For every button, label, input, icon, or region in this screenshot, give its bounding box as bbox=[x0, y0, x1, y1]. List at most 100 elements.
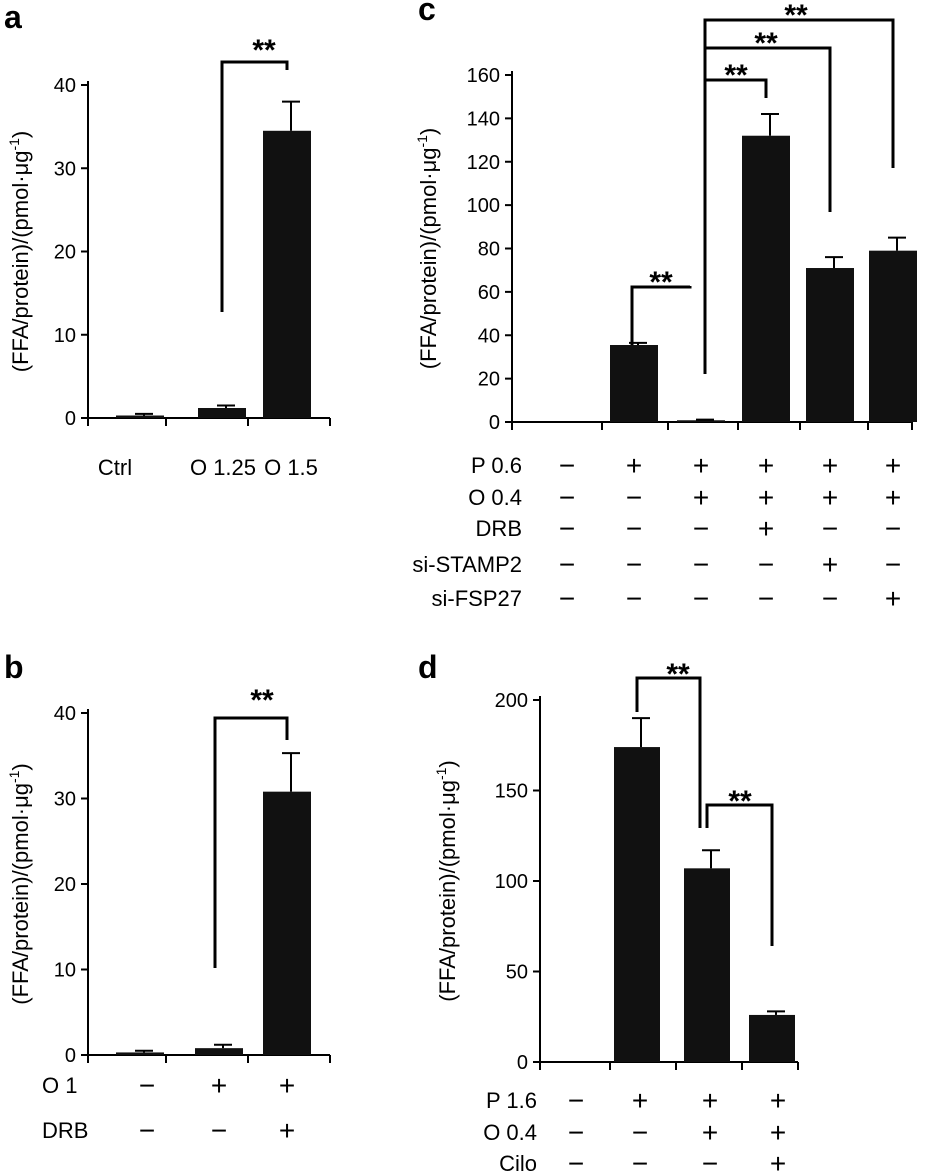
condition-mark: − bbox=[139, 1070, 155, 1101]
bar bbox=[263, 791, 311, 1055]
bar bbox=[677, 420, 725, 422]
bar bbox=[614, 747, 660, 1062]
x-category-label: Ctrl bbox=[98, 455, 132, 480]
bar bbox=[869, 250, 917, 422]
condition-mark: − bbox=[559, 583, 575, 614]
y-axis-label-superscript: -1 bbox=[414, 135, 430, 148]
condition-mark: − bbox=[559, 482, 575, 513]
condition-mark: + bbox=[702, 1117, 718, 1148]
bar bbox=[742, 135, 790, 422]
bar bbox=[195, 1048, 243, 1055]
panel-b: b 0 10 20 30 40 (FFA/protein)/(pmol·μg-1) O 1 − +… bbox=[4, 649, 331, 1146]
y-tick-label: 10 bbox=[54, 960, 76, 982]
y-axis-label: (FFA/protein)/(pmol·μg-1) bbox=[6, 763, 33, 1005]
condition-mark: + bbox=[632, 1085, 648, 1116]
significance-bracket bbox=[213, 716, 289, 968]
y-tick-label: 10 bbox=[54, 325, 76, 347]
condition-label: Cilo bbox=[499, 1151, 537, 1172]
condition-mark: − bbox=[693, 549, 709, 580]
y-axis-label-main: (FFA/protein)/(pmol·μg bbox=[435, 780, 460, 1002]
y-tick-label: 0 bbox=[489, 412, 500, 434]
panel-a: a 0 10 20 30 40 (FFA/protein)/(pmol·μg-1) Ctrl O… bbox=[4, 0, 331, 480]
condition-mark: + bbox=[822, 482, 838, 513]
y-axis-label-superscript: -1 bbox=[6, 770, 22, 783]
y-axis-label-main: (FFA/protein)/(pmol·μg bbox=[8, 151, 33, 373]
x-category-label: O 1.5 bbox=[264, 455, 318, 480]
y-axis-label-close: ) bbox=[8, 131, 33, 138]
y-axis-label-superscript: -1 bbox=[433, 767, 449, 780]
y-tick-label: 0 bbox=[65, 1045, 76, 1067]
significance-bracket bbox=[705, 803, 774, 946]
condition-label: O 1 bbox=[42, 1073, 77, 1098]
condition-mark: + bbox=[770, 1148, 786, 1172]
condition-mark: + bbox=[702, 1085, 718, 1116]
condition-label: P 0.6 bbox=[471, 453, 522, 478]
condition-mark: + bbox=[758, 482, 774, 513]
condition-mark: + bbox=[758, 513, 774, 544]
condition-mark: − bbox=[693, 513, 709, 544]
condition-mark: − bbox=[885, 549, 901, 580]
condition-mark: − bbox=[626, 482, 642, 513]
condition-mark: − bbox=[822, 513, 838, 544]
condition-mark: + bbox=[279, 1070, 295, 1101]
condition-mark: + bbox=[770, 1085, 786, 1116]
condition-mark: − bbox=[758, 549, 774, 580]
y-axis-label-superscript: -1 bbox=[6, 138, 22, 151]
condition-mark: − bbox=[559, 549, 575, 580]
condition-mark: − bbox=[822, 583, 838, 614]
y-tick-label: 0 bbox=[65, 408, 76, 430]
condition-mark: − bbox=[559, 513, 575, 544]
y-tick-label: 200 bbox=[495, 690, 528, 712]
significance-label: ** bbox=[728, 785, 752, 818]
y-axis-label-close: ) bbox=[8, 763, 33, 770]
y-tick-label: 60 bbox=[478, 282, 500, 304]
y-tick-label: 160 bbox=[467, 65, 500, 87]
y-tick-label: 40 bbox=[54, 703, 76, 725]
panel-letter: c bbox=[418, 0, 436, 27]
condition-mark: − bbox=[885, 513, 901, 544]
condition-mark: + bbox=[885, 450, 901, 481]
y-axis-label-close: ) bbox=[416, 128, 441, 135]
panel-d: d 0 50 100 150 200 (FFA/protein)/(pmol·μg-1) P … bbox=[418, 649, 799, 1172]
condition-mark: + bbox=[279, 1115, 295, 1146]
significance-label: ** bbox=[666, 658, 690, 691]
condition-mark: − bbox=[568, 1085, 584, 1116]
bar bbox=[263, 130, 311, 418]
significance-bracket bbox=[220, 60, 289, 312]
bar bbox=[116, 1052, 164, 1055]
condition-label: si-FSP27 bbox=[432, 586, 522, 611]
significance-label: ** bbox=[252, 34, 276, 67]
condition-mark: + bbox=[822, 450, 838, 481]
panel-letter: d bbox=[418, 649, 438, 685]
bar bbox=[116, 415, 164, 418]
y-axis-label: (FFA/protein)/(pmol·μg-1) bbox=[433, 760, 460, 1002]
bar bbox=[198, 408, 246, 418]
y-tick-label: 100 bbox=[467, 195, 500, 217]
panel-c: c 0 20 40 60 80 100 120 140 160 (FFA/protein)/(pmo… bbox=[412, 0, 917, 614]
y-tick-label: 100 bbox=[495, 871, 528, 893]
y-tick-label: 40 bbox=[54, 75, 76, 97]
condition-label: O 0.4 bbox=[468, 485, 522, 510]
condition-mark: + bbox=[626, 450, 642, 481]
condition-label: P 1.6 bbox=[486, 1088, 537, 1113]
condition-mark: + bbox=[211, 1070, 227, 1101]
y-tick-label: 30 bbox=[54, 789, 76, 811]
panel-letter: a bbox=[4, 0, 22, 35]
y-axis-label-main: (FFA/protein)/(pmol·μg bbox=[416, 148, 441, 370]
condition-mark: + bbox=[693, 482, 709, 513]
condition-mark: + bbox=[885, 482, 901, 513]
condition-mark: − bbox=[626, 583, 642, 614]
condition-mark: − bbox=[139, 1115, 155, 1146]
y-axis-label: (FFA/protein)/(pmol·μg-1) bbox=[414, 128, 441, 370]
y-axis-label-main: (FFA/protein)/(pmol·μg bbox=[8, 783, 33, 1005]
condition-mark: − bbox=[693, 583, 709, 614]
significance-label: ** bbox=[250, 684, 274, 717]
y-tick-label: 120 bbox=[467, 152, 500, 174]
y-tick-label: 20 bbox=[478, 369, 500, 391]
y-axis-label-close: ) bbox=[435, 760, 460, 767]
y-tick-label: 30 bbox=[54, 158, 76, 180]
y-tick-label: 40 bbox=[478, 325, 500, 347]
condition-mark: − bbox=[211, 1115, 227, 1146]
y-tick-label: 20 bbox=[54, 874, 76, 896]
